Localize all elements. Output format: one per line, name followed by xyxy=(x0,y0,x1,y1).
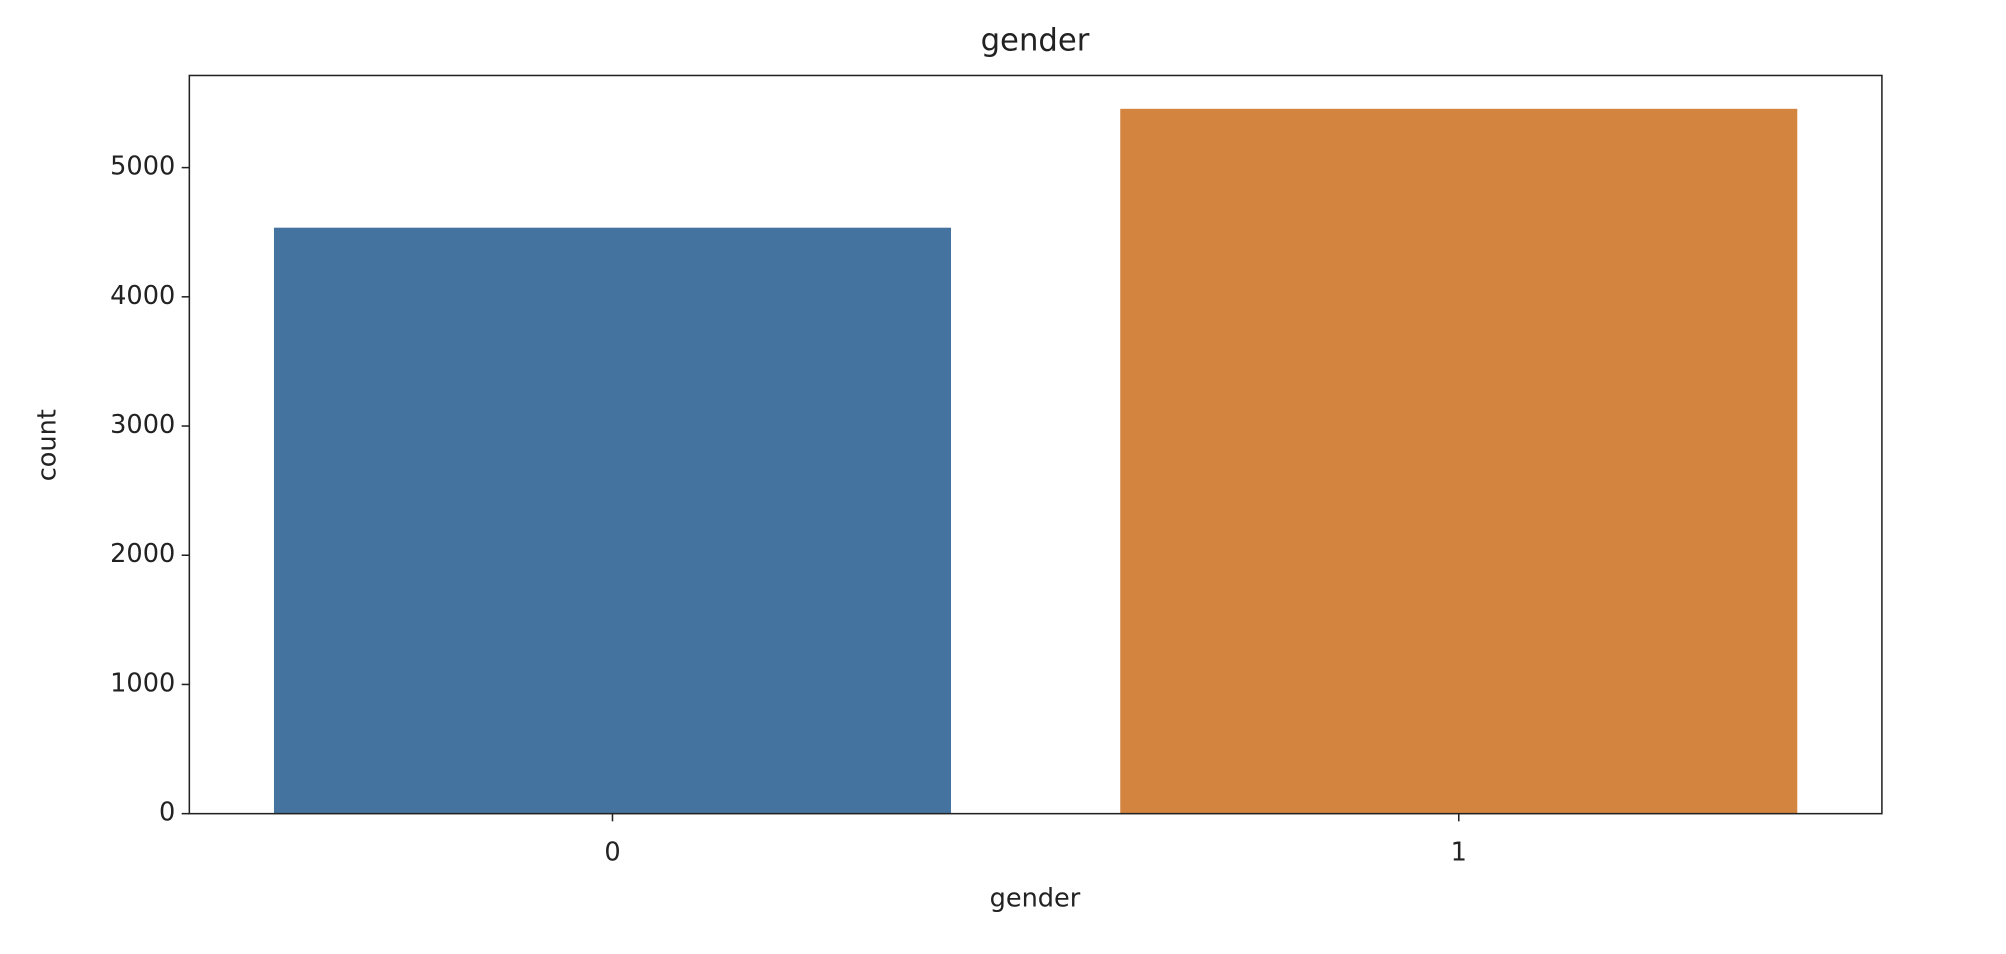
x-axis-label: gender xyxy=(990,883,1081,913)
bar xyxy=(1120,108,1798,814)
plot-frame xyxy=(188,74,1883,815)
bar xyxy=(273,227,951,814)
y-tick-label: 3000 xyxy=(110,410,175,440)
chart-title: gender xyxy=(981,24,1090,59)
x-tick-label: 1 xyxy=(1451,837,1467,867)
y-tick-label: 2000 xyxy=(110,539,175,569)
y-tick-label: 1000 xyxy=(110,668,175,698)
y-tick-label: 5000 xyxy=(110,152,175,182)
y-axis-label: count xyxy=(33,409,63,481)
y-tick-label: 0 xyxy=(159,798,175,828)
x-tick-label: 0 xyxy=(604,837,620,867)
y-tick-label: 4000 xyxy=(110,281,175,311)
